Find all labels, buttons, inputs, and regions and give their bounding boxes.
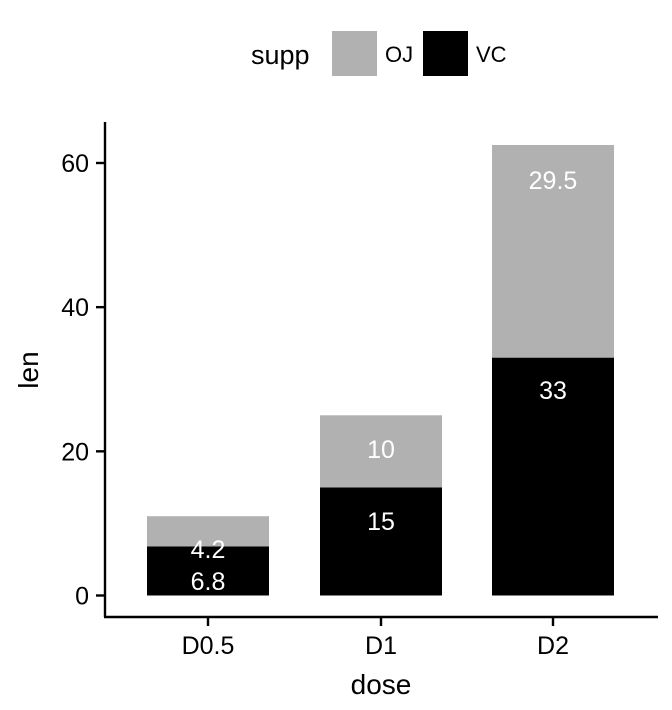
y-tick-label: 20: [61, 438, 89, 466]
x-axis-title: dose: [351, 669, 412, 700]
y-axis-title: len: [13, 351, 44, 388]
legend-label-vc: VC: [476, 42, 507, 67]
data-labels-group: 6.8 4.2 15 10 33 29.5: [191, 167, 578, 596]
data-label-vc-d2: 33: [539, 377, 567, 405]
y-ticks: 0 20 40 60: [61, 150, 105, 611]
x-tick-label: D2: [537, 632, 569, 660]
data-label-oj-d1: 10: [367, 436, 395, 464]
legend-title: supp: [251, 40, 310, 70]
legend-label-oj: OJ: [385, 42, 413, 67]
legend: supp OJ VC: [251, 31, 507, 76]
bar-oj-d05: [147, 516, 269, 547]
bar-vc-d1: [320, 487, 442, 596]
bar-oj-d1: [320, 415, 442, 488]
y-tick-label: 60: [61, 150, 89, 178]
legend-swatch-oj: [332, 31, 377, 76]
data-label-vc-d05: 6.8: [191, 568, 226, 596]
axes: 0 20 40 60 D0.5 D1 D2: [61, 122, 658, 660]
y-tick-label: 0: [75, 583, 89, 611]
bar-vc-d05: [147, 546, 269, 596]
x-tick-label: D1: [365, 632, 397, 660]
data-label-oj-d05: 4.2: [191, 536, 226, 564]
bar-vc-d2: [492, 357, 614, 596]
data-label-oj-d2: 29.5: [529, 167, 578, 195]
x-tick-label: D0.5: [182, 632, 235, 660]
data-label-vc-d1: 15: [367, 508, 395, 536]
y-tick-label: 40: [61, 294, 89, 322]
x-ticks: D0.5 D1 D2: [182, 617, 569, 660]
bars-group: [147, 144, 614, 596]
bar-oj-d2: [492, 144, 614, 358]
legend-swatch-vc: [423, 31, 468, 76]
